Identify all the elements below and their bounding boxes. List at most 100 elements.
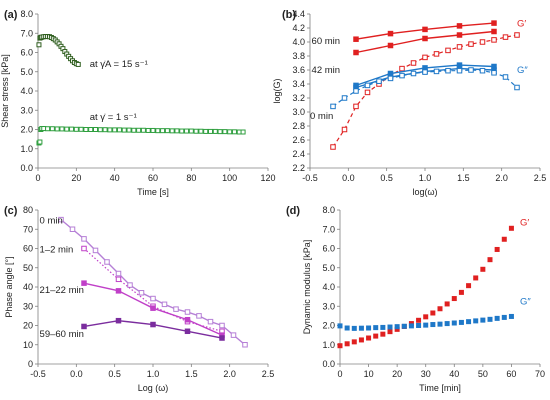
- data-point: [387, 30, 394, 37]
- annotation-0-min: 0 min: [310, 111, 333, 122]
- x-tick-label: 2.5: [534, 173, 547, 183]
- y-tick-label: 50: [23, 263, 33, 273]
- data-point: [394, 324, 400, 330]
- data-point: [222, 129, 228, 135]
- data-point: [466, 283, 472, 289]
- data-point: [366, 335, 372, 341]
- y-tick-label: 3.4: [292, 79, 305, 89]
- data-point: [179, 128, 185, 134]
- data-point: [433, 68, 440, 75]
- data-point: [351, 325, 357, 331]
- data-point: [430, 310, 436, 316]
- data-point: [387, 75, 394, 82]
- panel-label: (c): [4, 205, 18, 217]
- data-point: [242, 342, 248, 348]
- y-tick-label: 70: [23, 224, 33, 234]
- x-tick-label: 80: [186, 173, 196, 183]
- data-point: [330, 144, 336, 150]
- data-point: [373, 325, 379, 331]
- y-tick-label: 1.0: [20, 144, 33, 154]
- series-line: [332, 34, 518, 148]
- data-point: [491, 28, 497, 35]
- data-point: [196, 313, 202, 319]
- y-tick-label: 7.0: [322, 224, 335, 234]
- data-point: [73, 126, 79, 132]
- data-point: [508, 313, 514, 319]
- data-point: [121, 127, 127, 133]
- x-tick-label: 120: [260, 173, 275, 183]
- x-tick-label: 1.0: [147, 369, 160, 379]
- data-point: [353, 88, 359, 94]
- data-point: [444, 301, 450, 307]
- data-point: [430, 322, 436, 328]
- x-tick-label: 1.5: [185, 369, 198, 379]
- data-point: [116, 127, 122, 133]
- y-tick-label: 6.0: [20, 48, 33, 58]
- y-tick-label: 1.0: [322, 340, 335, 350]
- data-point: [150, 127, 156, 133]
- y-tick-label: 0.0: [322, 359, 335, 369]
- data-point: [480, 317, 486, 323]
- x-tick-label: 0.5: [108, 369, 121, 379]
- y-axis-title: log(G): [272, 78, 282, 103]
- panel-d: 0.0 1.0 2.0 3.0 4.0 5.0 6.0 7.0 8.0 0 10 20 30 40 50 60…: [286, 205, 545, 393]
- data-point: [161, 301, 168, 308]
- data-point: [491, 20, 497, 26]
- data-point: [155, 128, 161, 134]
- data-point: [36, 42, 42, 48]
- x-tick-label: -0.5: [30, 369, 46, 379]
- data-point: [399, 72, 405, 79]
- data-point: [502, 74, 509, 80]
- data-point: [240, 129, 246, 135]
- data-point: [112, 127, 118, 133]
- x-axis-title: Log (ω): [138, 383, 169, 393]
- data-point: [198, 128, 204, 134]
- data-point: [219, 322, 225, 329]
- data-point: [64, 126, 70, 132]
- data-point: [131, 127, 137, 133]
- data-point: [188, 128, 194, 134]
- data-point: [468, 41, 474, 47]
- x-tick-label: 40: [110, 173, 120, 183]
- data-point: [387, 329, 393, 335]
- data-point: [54, 126, 60, 132]
- x-tick-label: 60: [148, 173, 158, 183]
- x-tick-label: 2.5: [262, 369, 275, 379]
- data-point: [231, 129, 237, 135]
- data-point: [373, 333, 379, 339]
- data-point: [353, 103, 359, 110]
- data-point: [423, 314, 429, 320]
- data-point: [174, 128, 180, 134]
- data-point: [401, 323, 407, 329]
- data-point: [358, 337, 364, 343]
- x-tick-label: 1.5: [457, 173, 470, 183]
- data-point: [444, 321, 450, 327]
- y-tick-label: 3.6: [292, 65, 305, 75]
- data-point: [479, 67, 486, 74]
- x-tick-label: 70: [535, 369, 545, 379]
- data-point: [208, 128, 213, 134]
- x-tick-label: 0.0: [342, 173, 355, 183]
- data-point: [468, 67, 474, 73]
- data-point: [451, 320, 457, 326]
- data-point: [102, 127, 108, 133]
- data-point: [49, 126, 55, 132]
- data-point: [399, 65, 405, 72]
- data-point: [81, 236, 87, 242]
- data-point: [212, 128, 218, 134]
- data-point: [184, 328, 191, 335]
- annotation-g-double-prime: G″: [517, 65, 528, 76]
- data-point: [479, 39, 486, 45]
- y-axis-title: Phase angle [°]: [4, 256, 14, 317]
- data-point: [437, 306, 443, 312]
- data-point: [416, 317, 422, 323]
- data-point: [207, 318, 214, 325]
- data-point: [184, 309, 191, 315]
- data-point: [69, 226, 76, 232]
- y-tick-label: 5.0: [20, 67, 33, 77]
- data-point: [92, 247, 99, 254]
- y-tick-label: 3.0: [292, 107, 305, 117]
- y-tick-label: 60: [23, 244, 33, 254]
- data-point: [480, 266, 486, 272]
